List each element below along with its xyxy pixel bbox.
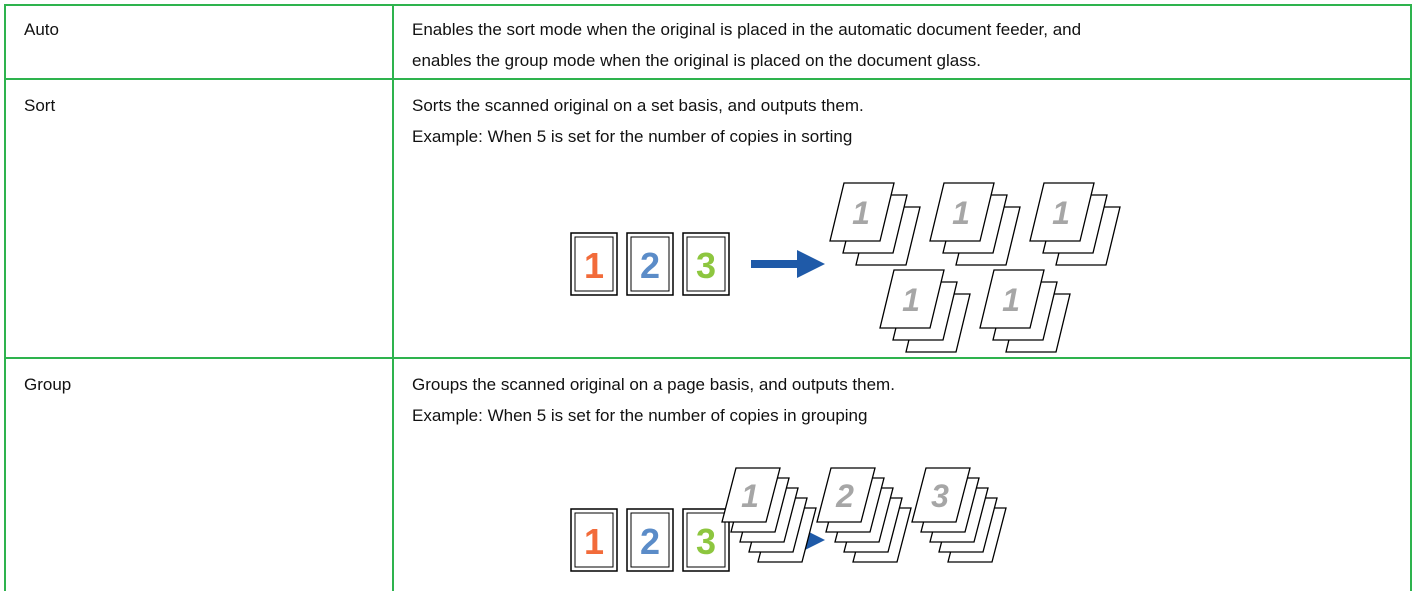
- original-page-inner: [630, 236, 670, 292]
- sheet: [979, 269, 1045, 329]
- row-text: Sorts the scanned original on a set basi…: [412, 96, 864, 115]
- sheet: [721, 467, 781, 523]
- page-number: 2: [640, 245, 660, 286]
- original-page: [682, 232, 730, 296]
- original-page: [626, 232, 674, 296]
- border: [4, 78, 1412, 80]
- page-number: 2: [640, 521, 660, 562]
- sheet: [911, 467, 971, 523]
- sheet: [1029, 182, 1095, 242]
- page-number: 3: [696, 245, 716, 286]
- sheet: [816, 467, 876, 523]
- row-text: Example: When 5 is set for the number of…: [412, 127, 853, 146]
- page-number: 3: [696, 521, 716, 562]
- original-page-inner: [686, 512, 726, 568]
- border: [4, 357, 1412, 359]
- original-page: [570, 232, 618, 296]
- border: [4, 4, 1412, 6]
- sheet: [879, 269, 945, 329]
- border: [392, 4, 394, 591]
- page-number: 3: [931, 478, 949, 514]
- page-number: 1: [584, 245, 604, 286]
- sheet: [829, 182, 895, 242]
- row-text: Example: When 5 is set for the number of…: [412, 406, 868, 425]
- original-page-inner: [574, 512, 614, 568]
- original-page-inner: [574, 236, 614, 292]
- arrow-head: [797, 250, 825, 278]
- page-number: 1: [1052, 195, 1070, 231]
- original-page: [626, 508, 674, 572]
- border: [1410, 4, 1412, 591]
- original-page: [682, 508, 730, 572]
- row-text: enables the group mode when the original…: [412, 51, 981, 70]
- original-page-inner: [686, 236, 726, 292]
- row-text: Groups the scanned original on a page ba…: [412, 375, 895, 394]
- original-page-inner: [630, 512, 670, 568]
- page-number: 1: [852, 195, 870, 231]
- page-number: 1: [952, 195, 970, 231]
- row-label: Auto: [24, 20, 59, 39]
- row-text: Enables the sort mode when the original …: [412, 20, 1082, 39]
- border: [4, 4, 6, 591]
- sheet: [929, 182, 995, 242]
- original-page: [570, 508, 618, 572]
- page-number: 1: [741, 478, 759, 514]
- row-label: Group: [24, 375, 72, 394]
- page-number: 1: [902, 282, 920, 318]
- row-label: Sort: [24, 96, 56, 115]
- page-number: 1: [1002, 282, 1020, 318]
- page-number: 1: [584, 521, 604, 562]
- page-number: 2: [835, 478, 854, 514]
